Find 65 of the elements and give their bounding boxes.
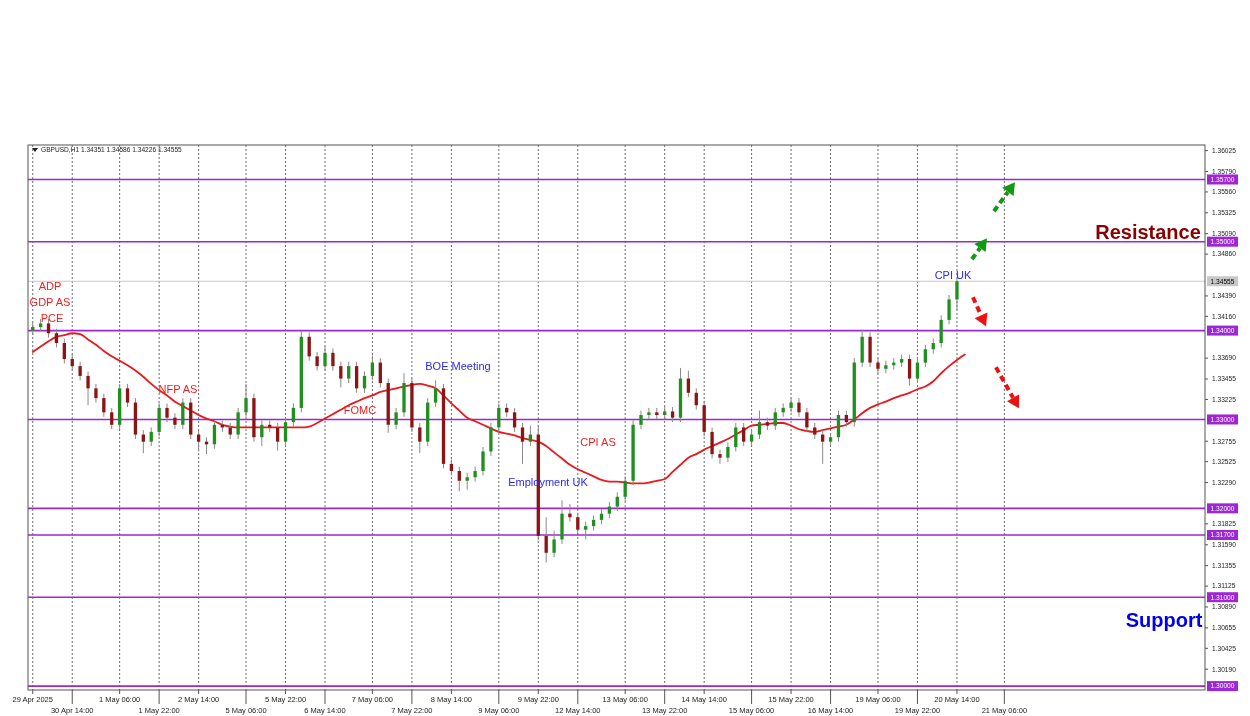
candlestick: [884, 360, 888, 374]
candlestick: [433, 379, 438, 408]
annotation: Resistance: [1095, 221, 1201, 243]
candlestick: [955, 277, 959, 311]
candlestick: [923, 344, 928, 368]
candlestick: [394, 407, 398, 430]
candlestick: [347, 361, 351, 384]
candlestick: [512, 407, 517, 433]
candlestick: [876, 357, 880, 374]
candlestick: [236, 407, 240, 440]
candlestick: [773, 407, 777, 431]
annotation: CPI AS: [580, 435, 616, 448]
candlestick: [125, 383, 130, 408]
candlestick: [275, 422, 280, 452]
candlestick: [757, 410, 762, 440]
candlestick: [647, 407, 651, 420]
annotation: Support: [1125, 609, 1203, 631]
candlestick: [62, 338, 66, 364]
annotation: BOE Meeting: [425, 359, 491, 372]
annotation: FOMC: [343, 403, 377, 416]
candlestick: [789, 397, 793, 413]
candlestick: [520, 422, 525, 465]
candlestick: [481, 446, 485, 476]
candlestick: [489, 422, 493, 457]
candlestick: [552, 530, 556, 558]
candlestick: [165, 402, 169, 423]
candlestick: [457, 466, 461, 492]
candlestick: [173, 412, 177, 430]
candlestick: [110, 407, 114, 430]
candlestick: [915, 357, 920, 384]
candlestick: [315, 351, 319, 372]
candlestick: [86, 370, 90, 406]
candlestick: [939, 314, 943, 348]
candlestick: [54, 328, 59, 348]
candlestick: [331, 347, 335, 372]
candlestick: [339, 361, 343, 388]
candlestick: [805, 407, 809, 433]
candlestick: [623, 475, 627, 502]
candlestick: [78, 361, 82, 381]
candlestick: [947, 294, 951, 325]
candlestick: [615, 491, 619, 512]
annotation: CPI UK: [934, 268, 972, 281]
candlestick: [94, 383, 98, 404]
annotation: ADP: [38, 279, 62, 292]
candlestick: [576, 512, 580, 535]
annotation: NFP AS: [158, 382, 198, 395]
candlestick: [473, 466, 477, 483]
candlestick: [149, 426, 153, 447]
candlestick: [907, 354, 912, 387]
candlestick: [418, 422, 422, 454]
candlestick: [718, 449, 722, 465]
annotation: GDP AS: [29, 295, 71, 308]
annotation: PCE: [40, 311, 64, 324]
candlestick: [544, 516, 548, 564]
candlestick: [742, 422, 746, 447]
candlestick: [323, 346, 327, 372]
candlestick: [283, 417, 288, 447]
candlestick: [726, 442, 730, 463]
candlestick: [797, 397, 801, 418]
candlestick: [244, 383, 248, 418]
candlestick: [157, 402, 161, 437]
candlestick: [710, 426, 714, 460]
candlestick: [734, 422, 738, 452]
candlestick: [639, 410, 643, 430]
candlestick: [568, 503, 572, 523]
